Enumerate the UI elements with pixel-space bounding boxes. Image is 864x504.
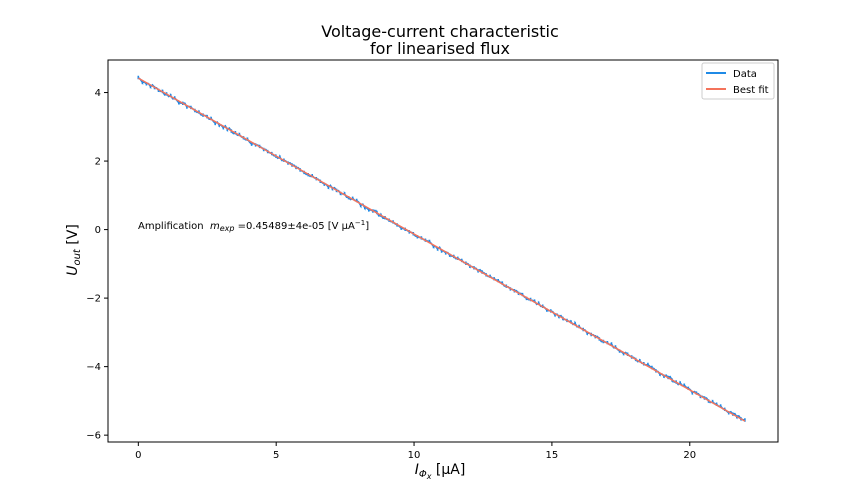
annotation-value: =0.45489±4e-05 [V μA (234, 221, 355, 232)
legend: Data Best fit (701, 62, 775, 100)
x-axis-label: IΦx [μA] (415, 462, 466, 481)
annotation-suffix: ] (365, 221, 369, 232)
plot-area (137, 75, 746, 422)
axes-frame (107, 59, 779, 443)
y-tick-label: 0 (95, 225, 101, 236)
axis-ticks: 0 5 10 15 20 −6 −4 −2 0 2 4 (86, 88, 696, 461)
series-best-fit (137, 77, 746, 422)
x-axis-label-unit: [μA] (431, 462, 465, 478)
x-tick-label: 10 (408, 450, 421, 461)
y-axis-label-sub: out (72, 248, 83, 265)
x-axis-label-sub: Φ (419, 469, 427, 480)
annotation-exponent: −1 (355, 219, 365, 227)
x-axis-label-main: I (415, 462, 419, 478)
y-axis-label: Uout [V] (65, 224, 83, 276)
amplification-annotation: Amplification mexp =0.45489±4e-05 [V μA−… (138, 219, 369, 233)
y-tick-label: 4 (95, 88, 101, 99)
chart-title-line1: Voltage-current characteristic (321, 22, 559, 41)
x-tick-label: 0 (135, 450, 141, 461)
y-tick-label: −6 (86, 431, 101, 442)
legend-label-data: Data (733, 69, 757, 80)
x-tick-label: 5 (273, 450, 279, 461)
x-axis-label-subsub: x (426, 472, 432, 481)
chart-title-line2: for linearised flux (370, 39, 510, 58)
annotation-symbol: m (210, 221, 220, 232)
y-tick-label: −2 (86, 294, 101, 305)
x-tick-label: 15 (546, 450, 559, 461)
annotation-prefix: Amplification (138, 221, 210, 232)
y-tick-label: 2 (95, 157, 101, 168)
x-tick-label: 20 (683, 450, 696, 461)
annotation-symbol-sub: exp (220, 224, 235, 233)
y-tick-label: −4 (86, 362, 101, 373)
y-axis-label-unit: [V] (65, 224, 81, 249)
y-axis-label-main: U (65, 266, 81, 276)
legend-label-best-fit: Best fit (733, 85, 769, 96)
